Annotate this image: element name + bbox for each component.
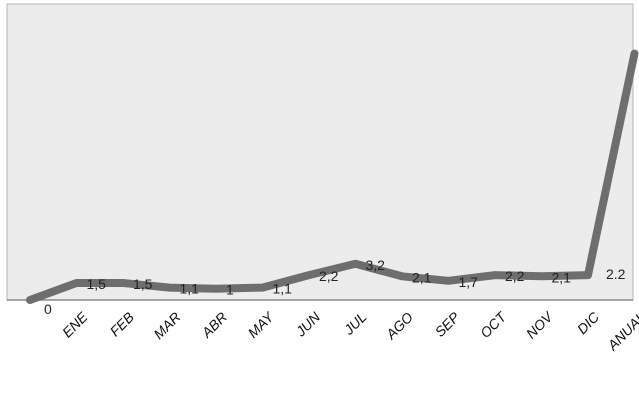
x-tick-label: JUN <box>292 308 324 340</box>
data-point <box>27 297 33 303</box>
x-tick-layer: ENE FEB MAR ABR MAY JUN JUL AGO SEP OCT NOV DIC ANUA… <box>59 308 639 354</box>
data-label: 2.2 <box>606 266 626 282</box>
x-tick-label: FEB <box>107 309 138 340</box>
data-point <box>631 50 638 57</box>
data-point <box>73 280 80 287</box>
data-label: 0 <box>44 301 52 317</box>
x-tick-label: DIC <box>574 308 603 337</box>
data-label: 1 <box>226 282 234 298</box>
x-tick-label: AGO <box>382 309 416 343</box>
data-label: 1,1 <box>180 281 200 297</box>
data-label: 1,5 <box>133 276 153 292</box>
x-tick-label: JUL <box>340 309 370 339</box>
series-layer <box>26 49 639 304</box>
data-point <box>445 277 452 284</box>
data-point <box>166 284 173 291</box>
data-label: 1,7 <box>459 274 479 290</box>
x-tick-label: ANUAL <box>604 309 639 354</box>
x-tick-label: SEP <box>431 308 463 340</box>
data-point <box>259 284 266 291</box>
x-tick-label: MAY <box>245 308 278 341</box>
data-label: 1,5 <box>87 276 107 292</box>
plot-area <box>6 3 634 301</box>
x-tick-label: ABR <box>198 309 230 341</box>
data-label: 2,2 <box>505 268 525 284</box>
data-label: 1,1 <box>273 281 293 297</box>
data-point <box>538 273 545 280</box>
data-point <box>399 273 405 280</box>
x-tick-label: MAR <box>150 309 183 342</box>
data-label: 2,1 <box>552 269 572 285</box>
data-point <box>120 280 126 287</box>
x-tick-label: OCT <box>477 308 510 341</box>
data-label: 3,2 <box>366 257 386 273</box>
data-label-layer: 01,51,51,111,12,23,22,11,72,22,12.221,8 <box>44 47 639 317</box>
data-point <box>306 272 312 279</box>
data-label: 2,2 <box>319 268 339 284</box>
data-point <box>352 260 359 267</box>
data-label: 2,1 <box>412 269 432 285</box>
x-tick-label: NOV <box>523 308 557 342</box>
data-point <box>585 272 591 279</box>
x-tick-label: ENE <box>59 308 91 340</box>
data-point <box>492 272 498 279</box>
series-line <box>26 49 639 304</box>
data-point <box>213 285 219 292</box>
